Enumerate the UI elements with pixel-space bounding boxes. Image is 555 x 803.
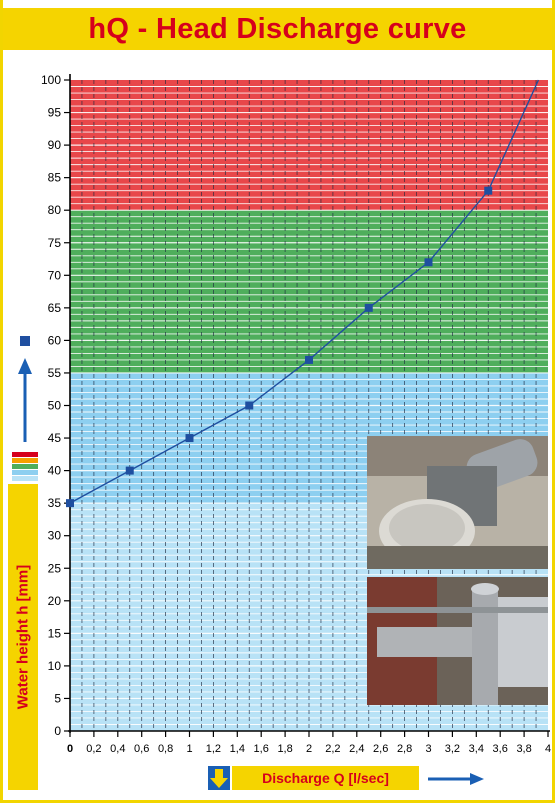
top-strip — [3, 0, 552, 8]
x-tick-label: 3,6 — [493, 743, 508, 755]
y-tick-label: 10 — [48, 659, 62, 673]
x-tick-label: 4 — [545, 743, 551, 755]
y-tick-label: 50 — [48, 399, 62, 413]
data-point — [484, 186, 493, 195]
down-arrow-icon — [210, 769, 228, 788]
zone-red-swatch — [12, 452, 38, 457]
data-point — [66, 499, 74, 508]
zone-blue-swatch — [12, 470, 38, 475]
y-tick-label: 65 — [48, 301, 62, 315]
y-legend-decoration — [12, 336, 38, 481]
data-point — [185, 434, 194, 443]
x-tick-label: 3,8 — [516, 743, 531, 755]
data-point — [305, 355, 313, 364]
zone-orange-swatch — [12, 458, 38, 463]
y-tick-label: 55 — [48, 366, 62, 380]
data-point — [125, 466, 134, 475]
x-tick-label: 1,2 — [206, 743, 221, 755]
y-tick-label: 75 — [48, 236, 62, 250]
x-axis-down-arrow-icon — [208, 766, 230, 790]
y-axis-label: Water height h [mm] — [14, 564, 32, 710]
y-tick-label: 15 — [48, 626, 62, 640]
y-tick-label: 35 — [48, 496, 62, 510]
marker-legend-icon — [20, 336, 30, 346]
data-point — [364, 303, 373, 312]
y-tick-label: 25 — [48, 561, 62, 575]
y-tick-label: 40 — [48, 464, 62, 478]
y-tick-label: 95 — [48, 106, 62, 120]
x-tick-label: 2,8 — [397, 743, 412, 755]
zone-green-swatch — [12, 464, 38, 469]
y-tick-label: 60 — [48, 333, 62, 347]
x-tick-label: 0,8 — [158, 743, 173, 755]
inset-photo-flume — [367, 436, 548, 569]
y-tick-label: 85 — [48, 171, 62, 185]
x-tick-label: 3,2 — [445, 743, 460, 755]
x-tick-label: 2,4 — [349, 743, 364, 755]
y-tick-label: 45 — [48, 431, 62, 445]
y-tick-label: 80 — [48, 203, 62, 217]
inset-photo-pipework — [367, 577, 548, 705]
y-tick-label: 30 — [48, 529, 62, 543]
y-tick-label: 0 — [54, 724, 61, 738]
up-arrow-icon — [18, 358, 32, 374]
x-tick-label: 0,4 — [110, 743, 125, 755]
zone-lightblue-swatch — [12, 476, 38, 481]
x-tick-label: 2,2 — [325, 743, 340, 755]
x-tick-label: 1,8 — [277, 743, 292, 755]
x-tick-label: 2,6 — [373, 743, 388, 755]
data-point — [424, 258, 433, 267]
x-direction-arrow-icon — [428, 773, 484, 785]
x-tick-label: 0,2 — [86, 743, 101, 755]
x-axis-label: Discharge Q [l/sec] — [232, 766, 419, 790]
x-tick-label: 0,6 — [134, 743, 149, 755]
x-tick-label: 2 — [306, 743, 312, 755]
data-point — [245, 401, 254, 410]
y-axis-label-box — [8, 484, 38, 790]
y-tick-label: 5 — [54, 691, 61, 705]
y-tick-label: 20 — [48, 594, 62, 608]
x-tick-label: 1,4 — [230, 743, 245, 755]
x-tick-label: 1 — [186, 743, 192, 755]
x-tick-label: 0 — [67, 743, 73, 755]
y-tick-label: 90 — [48, 138, 62, 152]
chart-title: hQ - Head Discharge curve — [3, 8, 552, 50]
x-tick-label: 3,4 — [469, 743, 484, 755]
x-tick-label: 1,6 — [254, 743, 269, 755]
y-tick-label: 70 — [48, 268, 62, 282]
x-tick-label: 3 — [425, 743, 431, 755]
y-tick-label: 100 — [41, 73, 61, 87]
